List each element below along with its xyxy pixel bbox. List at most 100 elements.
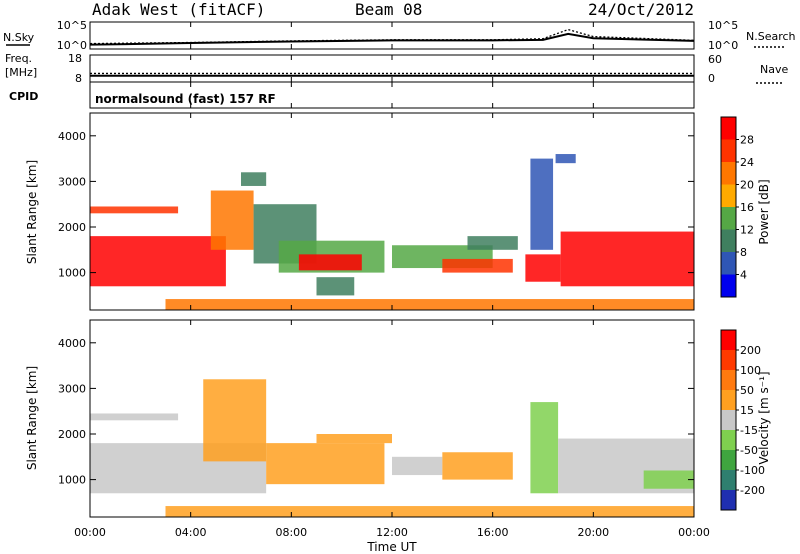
colorbar-segment (721, 430, 736, 450)
heatmap-cell-1 (90, 206, 179, 214)
heatmap-cell-1 (90, 413, 179, 421)
freq-left-tick-top: 18 (68, 52, 82, 65)
y-tick-label: 3000 (58, 175, 86, 188)
colorbar-segment (721, 470, 736, 490)
heatmap-cell-6 (298, 254, 362, 271)
heatmap-cell-6 (442, 452, 513, 480)
beam-title: Beam 08 (355, 0, 422, 19)
heatmap-cell-5 (392, 456, 443, 476)
heatmap-cell-7 (316, 277, 355, 296)
heatmap-cell-13 (560, 231, 694, 287)
colorbar-tick-label: 28 (740, 134, 754, 147)
x-tick-label: 00:00 (678, 526, 710, 539)
heatmap-cell-4 (316, 434, 392, 444)
cpid-text: normalsound (fast) 157 RF (95, 92, 276, 106)
colorbar-segment (721, 207, 736, 230)
x-tick-label: 08:00 (275, 526, 307, 539)
colorbar-tick-label: 12 (740, 224, 754, 237)
colorbar-tick-label: 4 (740, 269, 747, 282)
noise-right-tick-top: 10^5 (708, 19, 738, 32)
date-title: 24/Oct/2012 (588, 0, 694, 19)
colorbar-segment (721, 490, 736, 510)
noise-series (89, 28, 695, 46)
heatmap-cell-0 (90, 236, 226, 287)
y-tick-label: 4000 (58, 337, 86, 350)
colorbar-frame (720, 329, 737, 511)
colorbar-segment (721, 350, 736, 370)
x-tick-label: 12:00 (376, 526, 408, 539)
velocity-colorbar: -200 -100 -50 -15 15 50 100 200 (720, 329, 765, 511)
heatmap-cell-3 (241, 172, 267, 186)
colorbar-tick-label: 20 (740, 179, 754, 192)
x-axis-label: Time UT (366, 540, 417, 554)
y-tick-label: 1000 (58, 474, 86, 487)
noise-right-label: N.Search (746, 30, 796, 43)
heatmap-cell-10 (467, 236, 518, 250)
noise-left-tick-top: 10^5 (57, 19, 87, 32)
colorbar-tick-label: 15 (740, 404, 754, 417)
colorbar-segment (721, 229, 736, 252)
x-tick-label: 00:00 (74, 526, 106, 539)
colorbar-segment (721, 162, 736, 185)
freq-right-tick-top: 60 (708, 53, 722, 66)
noise-line-1 (89, 28, 695, 45)
colorbar-segment (721, 370, 736, 390)
velocity-colorbar-label: Velocity [m s⁻¹] (757, 371, 771, 464)
velocity-data-layer (90, 379, 694, 517)
colorbar-tick-label: 100 (740, 364, 761, 377)
power-y-label: Slant Range [km] (25, 160, 39, 264)
x-tick-label: 04:00 (175, 526, 207, 539)
power-y-ticks: 1000 2000 3000 4000 (58, 130, 694, 280)
colorbar-tick-label: 16 (740, 201, 754, 214)
y-tick-label: 2000 (58, 221, 86, 234)
noise-left-tick-bottom: 10^0 (57, 39, 87, 52)
colorbar-segment (721, 274, 736, 297)
heatmap-cell-11 (530, 158, 554, 250)
power-data-layer (90, 154, 694, 310)
colorbar-tick-label: 24 (740, 156, 754, 169)
power-colorbar: 4 8 12 16 20 24 28 (720, 116, 754, 298)
colorbar-tick-label: 50 (740, 384, 754, 397)
colorbar-segment (721, 390, 736, 410)
noise-right-tick-bottom: 10^0 (708, 39, 738, 52)
power-colorbar-label: Power [dB] (757, 179, 771, 244)
heatmap-cell-14 (555, 154, 576, 164)
freq-series (90, 72, 694, 77)
colorbar-segment (721, 330, 736, 350)
x-tick-label: 16:00 (477, 526, 509, 539)
colorbar-segment (721, 252, 736, 275)
colorbar-segment (721, 139, 736, 162)
colorbar-tick-label: -50 (740, 444, 758, 457)
freq-left-label-2: [MHz] (5, 66, 37, 79)
velocity-y-ticks: 1000 2000 3000 4000 (58, 337, 694, 487)
y-tick-label: 4000 (58, 130, 86, 143)
heatmap-cell-9 (442, 258, 513, 273)
heatmap-cell-10 (165, 506, 694, 517)
heatmap-cell-2 (210, 190, 254, 250)
freq-left-label-1: Freq. (5, 52, 32, 65)
heatmap-cell-9 (643, 470, 694, 489)
colorbar-tick-label: 200 (740, 344, 761, 357)
heatmap-cell-15 (165, 299, 694, 310)
y-tick-label: 1000 (58, 267, 86, 280)
nave-label: Nave (760, 63, 788, 76)
colorbar-tick-label: 8 (740, 246, 747, 259)
colorbar-segment (721, 450, 736, 470)
colorbar-tick-label: -200 (740, 484, 765, 497)
station-title: Adak West (fitACF) (92, 0, 265, 19)
noise-left-label: N.Sky (3, 31, 35, 44)
x-axis-ticks: 00:00 04:00 08:00 12:00 16:00 20:00 00:00 (74, 22, 710, 539)
heatmap-cell-7 (530, 402, 559, 494)
velocity-y-label: Slant Range [km] (25, 366, 39, 470)
freq-right-tick-bottom: 0 (708, 72, 715, 85)
freq-left-tick-bottom: 8 (75, 72, 82, 85)
noise-line-0 (89, 32, 695, 46)
colorbar-segment (721, 410, 736, 430)
heatmap-cell-2 (203, 379, 267, 462)
heatmap-cell-12 (525, 254, 561, 282)
heatmap-cell-3 (266, 443, 385, 485)
y-tick-label: 2000 (58, 428, 86, 441)
colorbar-tick-label: -15 (740, 424, 758, 437)
x-tick-label: 20:00 (577, 526, 609, 539)
